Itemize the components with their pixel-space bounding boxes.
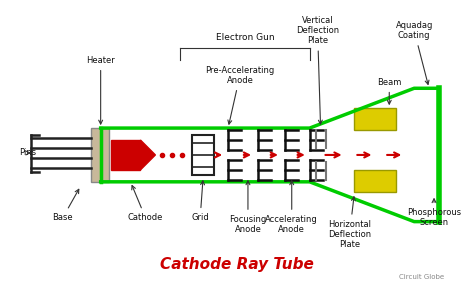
Text: Focusing
Anode: Focusing Anode [229, 181, 266, 234]
Text: Vertical
Deflection
Plate: Vertical Deflection Plate [296, 16, 339, 124]
Text: Circuit Globe: Circuit Globe [399, 274, 444, 280]
Text: Horizontal
Deflection
Plate: Horizontal Deflection Plate [328, 197, 371, 249]
Bar [355, 108, 396, 130]
Text: Beam: Beam [377, 78, 401, 104]
Bar [192, 135, 214, 175]
Text: Accelerating
Anode: Accelerating Anode [265, 181, 318, 234]
Text: Electron Gun: Electron Gun [216, 33, 274, 43]
Text: Cathode: Cathode [128, 185, 163, 222]
Bar [91, 128, 109, 182]
Text: Grid: Grid [191, 181, 209, 222]
Text: Pre-Accelerating
Anode: Pre-Accelerating Anode [205, 66, 274, 124]
Text: Pins: Pins [19, 148, 36, 158]
Text: Heater: Heater [86, 56, 115, 124]
Bar [355, 170, 396, 192]
Text: Phosphorous
Screen: Phosphorous Screen [407, 199, 461, 227]
Text: Base: Base [53, 189, 79, 222]
Polygon shape [140, 140, 155, 170]
Text: Aquadag
Coating: Aquadag Coating [395, 21, 433, 84]
Text: Cathode Ray Tube: Cathode Ray Tube [160, 257, 314, 272]
Bar [110, 140, 140, 170]
